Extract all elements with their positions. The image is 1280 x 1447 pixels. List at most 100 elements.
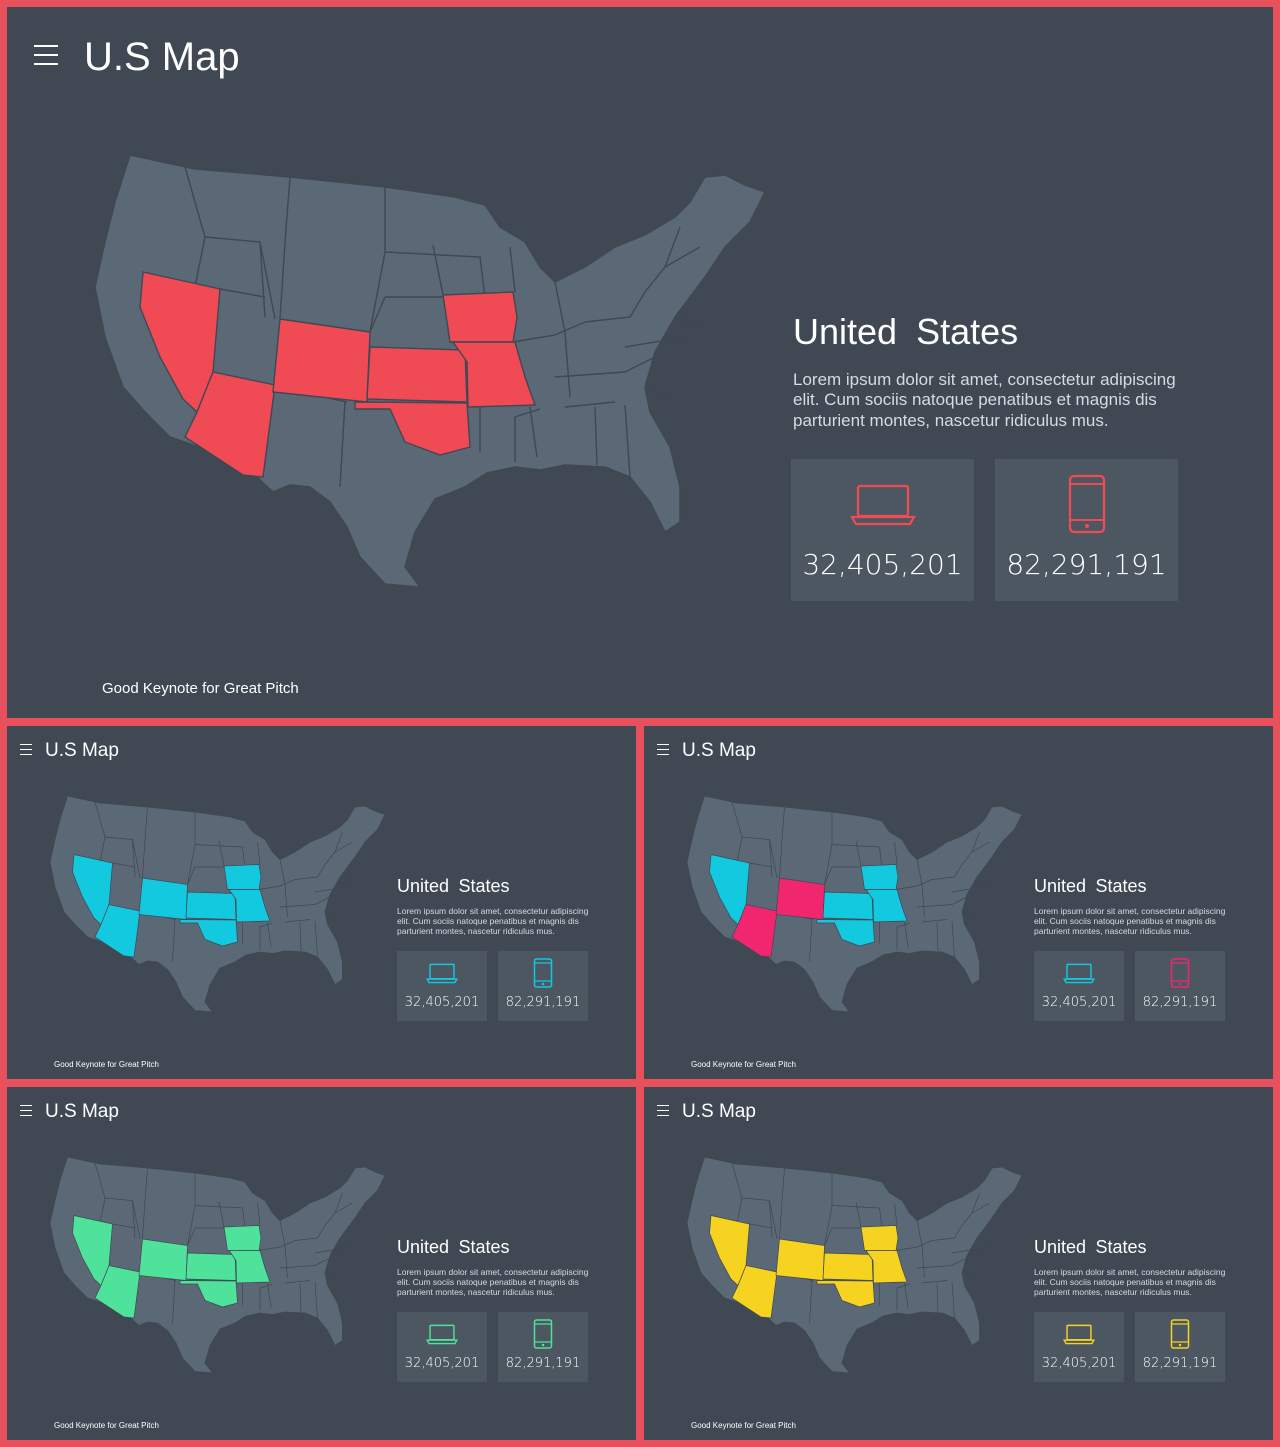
state-nevada[interactable]	[139, 271, 221, 414]
slide-title: U.S Map	[84, 35, 240, 79]
info-body: Lorem ipsum dolor sit amet, consectetur …	[1034, 906, 1226, 937]
stat-value-smartphone: 82,291,191	[1142, 1356, 1218, 1371]
footer-text: Good Keynote for Great Pitch	[54, 1421, 159, 1430]
info-body: Lorem ipsum dolor sit amet, consectetur …	[793, 370, 1176, 430]
state-borders	[94, 801, 356, 963]
state-oklahoma[interactable]	[354, 401, 471, 456]
state-missouri[interactable]	[451, 341, 536, 408]
stat-value-laptop: 32,405,201	[1041, 995, 1117, 1010]
state-nevada[interactable]	[709, 1215, 750, 1287]
stat-value-laptop: 32,405,201	[404, 995, 480, 1010]
state-borders	[731, 801, 993, 963]
stat-value-laptop: 32,405,201	[802, 548, 963, 581]
state-borders	[731, 1162, 993, 1324]
stat-card-laptop: 32,405,201	[1034, 951, 1124, 1021]
state-kansas[interactable]	[822, 891, 874, 920]
state-oklahoma[interactable]	[816, 1280, 875, 1308]
us-map	[85, 147, 785, 587]
menu-icon[interactable]	[657, 744, 669, 755]
state-missouri[interactable]	[228, 889, 271, 923]
info-title: United States	[1034, 1237, 1147, 1257]
state-iowa[interactable]	[223, 1225, 262, 1251]
smartphone-icon	[1170, 958, 1190, 988]
state-iowa[interactable]	[860, 864, 899, 890]
stat-card-laptop: 32,405,201	[791, 459, 974, 601]
menu-icon[interactable]	[657, 1105, 669, 1116]
state-colorado[interactable]	[138, 1238, 188, 1281]
us-map	[682, 1153, 1032, 1373]
info-body: Lorem ipsum dolor sit amet, consectetur …	[1034, 1267, 1226, 1298]
state-kansas[interactable]	[185, 1252, 237, 1281]
footer-text: Good Keynote for Great Pitch	[691, 1421, 796, 1430]
stat-card-smartphone: 82,291,191	[1135, 1312, 1225, 1382]
slide-title: U.S Map	[45, 740, 119, 761]
state-iowa[interactable]	[442, 291, 518, 343]
us-map-svg	[49, 1156, 386, 1373]
laptop-icon	[425, 962, 459, 984]
stat-value-laptop: 32,405,201	[404, 1356, 480, 1371]
smartphone-icon	[533, 1319, 553, 1349]
info-title: United States	[793, 311, 1019, 352]
stat-card-smartphone: 82,291,191	[995, 459, 1178, 601]
state-oklahoma[interactable]	[816, 919, 875, 947]
stat-card-laptop: 32,405,201	[1034, 1312, 1124, 1382]
laptop-icon	[1062, 1323, 1096, 1345]
state-kansas[interactable]	[366, 346, 468, 403]
info-title: United States	[397, 1237, 510, 1257]
stat-value-laptop: 32,405,201	[1041, 1356, 1117, 1371]
us-map-svg	[686, 795, 1023, 1012]
state-oklahoma[interactable]	[179, 1280, 238, 1308]
menu-icon[interactable]	[20, 744, 32, 755]
us-map-svg	[686, 1156, 1023, 1373]
state-colorado[interactable]	[775, 877, 825, 920]
us-map-svg	[49, 795, 386, 1012]
state-iowa[interactable]	[860, 1225, 899, 1251]
smartphone-icon	[1170, 1319, 1190, 1349]
state-kansas[interactable]	[185, 891, 237, 920]
slide-title: U.S Map	[682, 1101, 756, 1122]
stat-card-laptop: 32,405,201	[397, 951, 487, 1021]
info-body: Lorem ipsum dolor sit amet, consectetur …	[397, 906, 589, 937]
state-nevada[interactable]	[709, 854, 750, 926]
stat-card-laptop: 32,405,201	[397, 1312, 487, 1382]
state-borders	[184, 166, 706, 488]
state-iowa[interactable]	[223, 864, 262, 890]
slide-green: U.S Map United States Lorem ipsum dolor …	[7, 1087, 636, 1440]
smartphone-icon	[1067, 474, 1107, 534]
laptop-icon	[1062, 962, 1096, 984]
laptop-icon	[849, 481, 916, 527]
state-colorado[interactable]	[138, 877, 188, 920]
stat-value-smartphone: 82,291,191	[505, 995, 581, 1010]
state-oklahoma[interactable]	[179, 919, 238, 947]
slide-main: U.S Map United States Lorem ipsum dolor …	[7, 7, 1273, 718]
stat-value-smartphone: 82,291,191	[1142, 995, 1218, 1010]
state-missouri[interactable]	[865, 1250, 908, 1284]
stat-card-smartphone: 82,291,191	[498, 951, 588, 1021]
menu-icon[interactable]	[20, 1105, 32, 1116]
slide-yellow: U.S Map United States Lorem ipsum dolor …	[644, 1087, 1273, 1440]
state-kansas[interactable]	[822, 1252, 874, 1281]
us-map	[45, 792, 395, 1012]
info-title: United States	[397, 876, 510, 896]
state-missouri[interactable]	[228, 1250, 271, 1284]
info-title: United States	[1034, 876, 1147, 896]
state-nevada[interactable]	[72, 1215, 113, 1287]
footer-text: Good Keynote for Great Pitch	[691, 1060, 796, 1069]
info-body: Lorem ipsum dolor sit amet, consectetur …	[397, 1267, 589, 1298]
laptop-icon	[425, 1323, 459, 1345]
state-colorado[interactable]	[272, 318, 371, 403]
slide-title: U.S Map	[45, 1101, 119, 1122]
stat-value-smartphone: 82,291,191	[505, 1356, 581, 1371]
stat-card-smartphone: 82,291,191	[498, 1312, 588, 1382]
us-map	[682, 792, 1032, 1012]
footer-text: Good Keynote for Great Pitch	[102, 680, 299, 697]
us-map-svg	[94, 154, 767, 587]
slide-title: U.S Map	[682, 740, 756, 761]
state-missouri[interactable]	[865, 889, 908, 923]
smartphone-icon	[533, 958, 553, 988]
stat-card-smartphone: 82,291,191	[1135, 951, 1225, 1021]
state-nevada[interactable]	[72, 854, 113, 926]
menu-icon[interactable]	[34, 45, 58, 65]
state-colorado[interactable]	[775, 1238, 825, 1281]
state-borders	[94, 1162, 356, 1324]
